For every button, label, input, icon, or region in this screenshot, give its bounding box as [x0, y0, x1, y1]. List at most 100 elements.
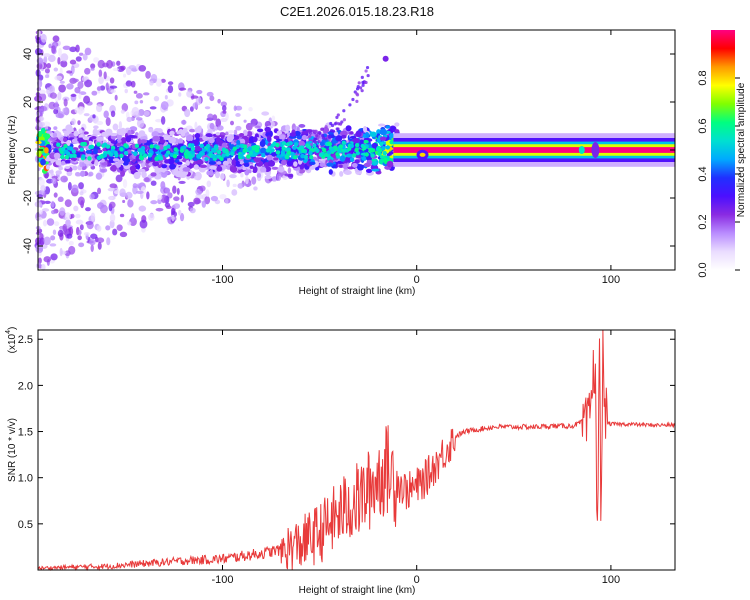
spectrogram-plume-cell — [360, 75, 364, 79]
spectrogram-band-cell — [222, 160, 229, 166]
spectrogram-speckle — [68, 240, 74, 246]
spectrogram-band-cell — [386, 160, 394, 168]
spectrogram-band-cell — [260, 147, 267, 154]
spectrogram-speckle — [130, 80, 136, 88]
spectrogram-speckle — [235, 105, 243, 111]
spectrogram-plume-cell — [361, 80, 365, 85]
spectrogram-peak-dot — [225, 152, 230, 157]
spectrogram-speckle — [57, 196, 64, 203]
spectrogram-speckle — [47, 54, 56, 63]
spectrogram-speckle — [50, 235, 56, 241]
snr-scale-prefix: (x10 — [7, 333, 18, 353]
spectrogram-band-cell — [161, 164, 168, 169]
spectrogram-band-cell — [83, 131, 89, 135]
spectrogram-band-cell — [116, 134, 123, 140]
spectrogram-peak-dot — [292, 145, 297, 150]
spectrogram-speckle — [128, 65, 137, 70]
spectrogram-band-cell — [121, 155, 128, 162]
spectrogram-band-cell — [88, 140, 93, 146]
spectrogram-plume-cell — [324, 125, 328, 129]
spectrogram-band-cell — [154, 167, 161, 174]
spectrogram-peak-dot — [56, 142, 61, 147]
spectrogram-speckle — [106, 237, 111, 246]
spectrogram-band-cell — [364, 131, 370, 139]
spectrogram-y-tick-label: -40 — [22, 238, 34, 254]
spectrogram-speckle — [112, 228, 118, 236]
spectrogram-speckle — [148, 213, 155, 221]
spectrogram-band-cell — [378, 123, 386, 127]
spectrogram-peak-dot — [79, 147, 85, 152]
spectrogram-band-cell — [199, 164, 208, 168]
spectrogram-peak-dot — [140, 145, 146, 151]
spectrogram-band-cell — [273, 157, 279, 161]
spectrogram-band-cell — [328, 169, 333, 175]
spectrogram-peak-dot — [142, 153, 148, 158]
spectrogram-speckle — [165, 205, 172, 210]
spectrogram-speckle — [178, 180, 186, 184]
spectrogram-band-cell — [256, 128, 264, 133]
spectrogram-band-cell — [208, 137, 215, 144]
spectrogram-band-cell — [73, 130, 79, 137]
spectrogram-plume-cell — [314, 137, 318, 141]
spectrogram-peak-dot — [123, 150, 129, 156]
spectrogram-speckle — [66, 70, 73, 74]
spectrogram-band-cell — [229, 166, 238, 173]
spectrogram-band-cell — [65, 124, 73, 132]
spectrogram-speckle — [63, 98, 68, 107]
spectrogram-plume-cell — [335, 115, 339, 119]
spectrogram-band-cell — [139, 139, 148, 144]
spectrogram-peak-dot — [138, 154, 144, 160]
colorbar-ticks: 0.0 0.2 0.4 0.6 0.8 — [697, 70, 740, 278]
snr-frame — [37, 329, 676, 571]
spectrogram-y-tick-label: -20 — [22, 190, 34, 206]
spectrogram-band-cell — [214, 171, 221, 179]
spectrogram-band-cell — [343, 169, 352, 175]
spectrogram-speckle — [83, 231, 90, 236]
spectrogram-peak-dot — [119, 147, 124, 152]
spectrogram-speckle — [62, 223, 68, 233]
spectrogram-speckle — [82, 53, 88, 61]
spectrogram-speckle — [105, 117, 111, 126]
spectrogram-speckle — [127, 198, 132, 206]
spectrogram-speckle — [42, 219, 48, 227]
spectrogram-speckle — [57, 91, 62, 101]
spectrogram-speckle — [179, 87, 187, 91]
spectrogram-speckle — [217, 125, 224, 131]
spectrogram-peak-dot — [261, 153, 266, 158]
spectrogram-peak-dot — [219, 156, 224, 161]
spectrogram-y-tick-label: 0 — [22, 147, 34, 153]
spectrogram-speckle — [38, 116, 45, 122]
spectrogram-speckle — [116, 60, 121, 66]
spectrogram-band-cell — [159, 139, 166, 144]
spectrogram-peak-dot — [140, 149, 146, 155]
spectrogram-speckle — [201, 200, 207, 208]
spectrogram-plume-cell — [366, 73, 370, 78]
colorbar: 0.0 0.2 0.4 0.6 0.8 Normalized spectral ampl… — [697, 30, 747, 278]
spectrogram-band-cell — [256, 173, 262, 178]
spectrogram-peak-dot — [60, 154, 65, 160]
spectrogram-speckle — [298, 124, 306, 128]
spectrogram-speckle — [143, 177, 150, 183]
spectrogram-speckle — [75, 56, 82, 62]
spectrogram-plume-cell — [320, 127, 324, 132]
snr-xlabel: Height of straight line (km) — [299, 585, 416, 596]
spectrogram-speckle — [79, 224, 84, 231]
spectrogram-peak-dot — [246, 154, 251, 159]
spectrogram-band-cell — [108, 156, 114, 160]
spectrogram-band-cell — [45, 157, 52, 162]
spectrogram-band-cell — [345, 125, 352, 132]
spectrogram-speckle — [110, 110, 116, 118]
spectrogram-speckle — [149, 106, 157, 110]
spectrogram-speckle — [204, 106, 211, 110]
spectrogram-speckle — [78, 93, 82, 100]
spectrogram-peak-dot — [123, 143, 128, 148]
spectrogram-band-cell — [85, 150, 93, 154]
spectrogram-band-cell — [236, 139, 241, 146]
spectrogram-peak-dot — [213, 145, 218, 150]
spectrogram-xlabel: Height of straight line (km) — [299, 286, 416, 297]
spectrogram-band-cell — [229, 174, 237, 179]
snr-x-ticks: -100 0 100 — [211, 330, 620, 586]
spectrogram-band-cell — [152, 161, 160, 167]
spectrogram-speckle — [84, 79, 93, 88]
snr-y-ticks: 0.5 1.0 1.5 2.0 2.5 — [18, 334, 675, 531]
